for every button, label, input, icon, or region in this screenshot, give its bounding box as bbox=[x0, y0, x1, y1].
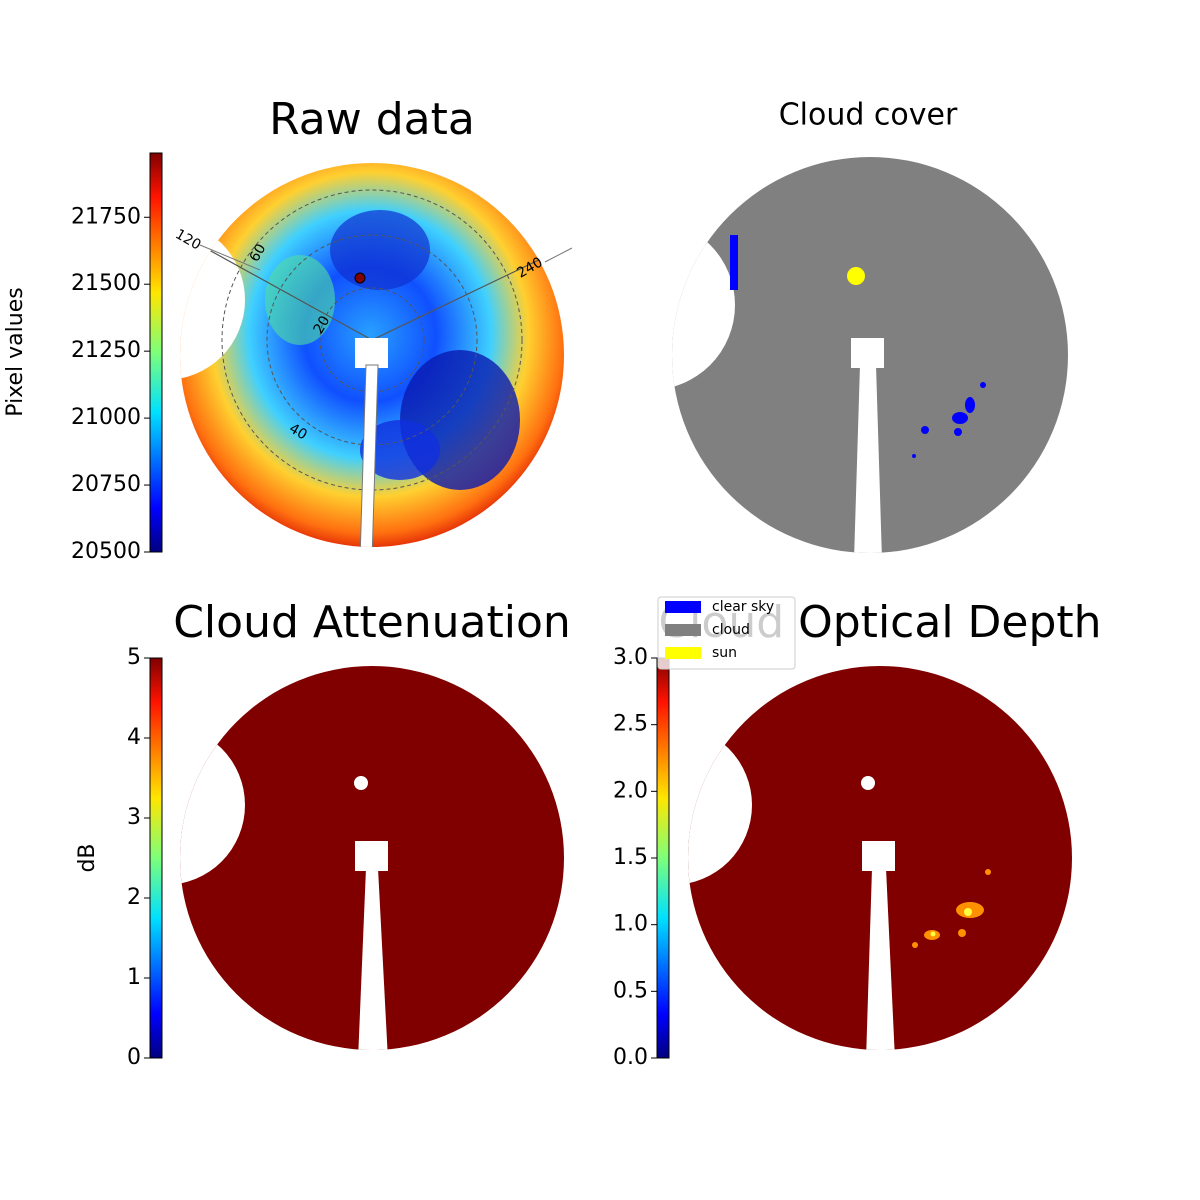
tick-label: 2 bbox=[127, 885, 141, 910]
tick-label: 1.0 bbox=[613, 912, 648, 937]
colorbar-label: dB bbox=[75, 843, 100, 872]
colorbar bbox=[149, 152, 163, 553]
tick-label: 5 bbox=[127, 645, 141, 670]
tick-label: 21750 bbox=[71, 204, 141, 229]
tick-label: 3 bbox=[127, 805, 141, 830]
colorbar bbox=[149, 657, 163, 1059]
legend-swatch bbox=[665, 624, 701, 636]
panel-title: Cloud cover bbox=[779, 98, 958, 133]
polar-label: 20 bbox=[311, 313, 334, 336]
polar-axis bbox=[199, 244, 261, 271]
polar-label: 120 bbox=[172, 226, 203, 253]
attenuation-image bbox=[180, 666, 564, 1050]
tick-label: 1.5 bbox=[613, 845, 648, 870]
panel-title: Cloud Attenuation bbox=[173, 597, 571, 648]
legend-swatch bbox=[665, 601, 701, 613]
legend-label: cloud bbox=[712, 622, 750, 638]
tick-label: 1 bbox=[127, 965, 141, 990]
cloud-mask-image bbox=[672, 157, 1068, 553]
colorbar-label: Pixel values bbox=[3, 287, 28, 416]
tick-label: 21250 bbox=[71, 338, 141, 363]
tick-label: 0 bbox=[127, 1045, 141, 1070]
polar-label: 40 bbox=[286, 421, 309, 444]
colorbar bbox=[656, 657, 670, 1059]
polar-axis bbox=[544, 247, 573, 263]
tick-label: 0.0 bbox=[613, 1045, 648, 1070]
tick-label: 3.0 bbox=[613, 645, 648, 670]
polar-label: 60 bbox=[247, 241, 270, 264]
tick-label: 2.0 bbox=[613, 778, 648, 803]
tick-label: 0.5 bbox=[613, 978, 648, 1003]
panel-title: Raw data bbox=[269, 94, 475, 145]
legend-swatch bbox=[665, 647, 701, 659]
tick-label: 20750 bbox=[71, 472, 141, 497]
legend-label: sun bbox=[712, 645, 737, 661]
tick-label: 4 bbox=[127, 725, 141, 750]
tick-label: 2.5 bbox=[613, 712, 648, 737]
tick-label: 21000 bbox=[71, 405, 141, 430]
tick-label: 21500 bbox=[71, 271, 141, 296]
tick-label: 20500 bbox=[71, 539, 141, 564]
legend-label: clear sky bbox=[712, 599, 774, 615]
